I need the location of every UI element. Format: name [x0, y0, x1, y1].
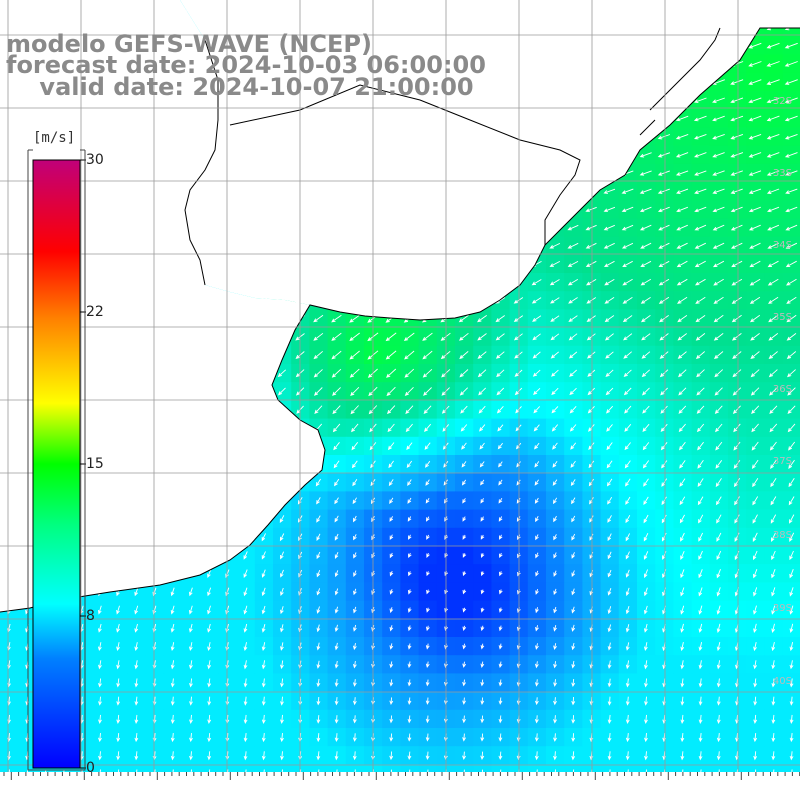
coastline	[0, 27, 800, 613]
lat-label: 36S	[772, 384, 792, 395]
axis-ticks	[3, 772, 800, 780]
lat-label: 40S	[772, 676, 792, 687]
forecast-date: forecast date: 2024-10-03 06:00:00	[6, 51, 486, 79]
colorbar-tick: 8	[86, 608, 95, 624]
lat-label: 39S	[772, 603, 792, 614]
frame-bottom	[0, 772, 800, 800]
colorbar-tick: 30	[86, 152, 104, 168]
model-title: modelo GEFS-WAVE (NCEP)	[6, 30, 372, 58]
colorbar-frame	[27, 149, 86, 771]
colorbar-tick: 22	[86, 304, 104, 320]
lat-label: 35S	[772, 312, 792, 323]
lat-lon-grid	[0, 0, 800, 772]
lagoon	[639, 27, 721, 136]
lat-label: 33S	[772, 168, 792, 179]
colorbar-tick: 15	[86, 456, 104, 472]
lat-label: 32S	[772, 96, 792, 107]
lat-label: 37S	[772, 456, 792, 467]
lat-label: 38S	[772, 530, 792, 541]
colorbar	[32, 159, 81, 769]
valid-date: valid date: 2024-10-07 21:00:00	[39, 73, 474, 101]
land-uruguay-brazil	[0, 0, 800, 320]
colorbar-tick: 0	[86, 760, 95, 776]
river-border	[184, 39, 581, 286]
colorbar-unit: [m/s]	[33, 130, 76, 146]
lat-label: 34S	[772, 240, 792, 251]
